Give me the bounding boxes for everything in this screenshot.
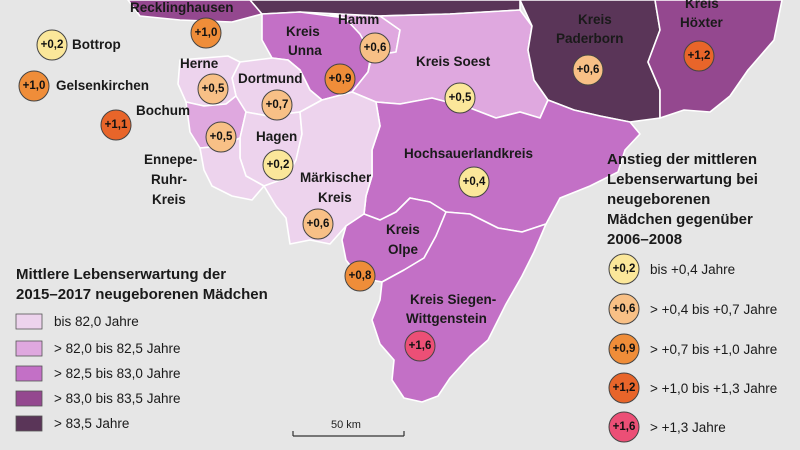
bubble-paderborn: +0,6 — [572, 54, 604, 86]
label-bottrop: Bottrop — [72, 37, 121, 52]
legend-right-title-1: Anstieg der mittleren — [607, 151, 757, 168]
label-bochum: Bochum — [136, 103, 190, 118]
legend-bubble-4-value: +1,2 — [613, 382, 636, 394]
bubble-recklinghausen: +1,0 — [190, 17, 222, 49]
label-unna-2: Unna — [288, 43, 322, 58]
legend-bubble-3 — [608, 333, 640, 365]
bubble-siegen: +1,6 — [404, 330, 436, 362]
value-hochsauerland: +0,4 — [463, 176, 486, 188]
value-paderborn: +0,6 — [577, 64, 600, 76]
legend-swatch-3 — [15, 365, 43, 382]
label-olpe-2: Olpe — [388, 242, 418, 257]
label-hagen: Hagen — [256, 129, 297, 144]
legend-increase: Anstieg der mittleren Lebenserwartung be… — [607, 151, 777, 443]
legend-bubble-2-value: +0,6 — [613, 303, 636, 315]
label-hoexter-2: Höxter — [680, 15, 724, 30]
legend-right-title-5: 2006–2008 — [607, 231, 682, 248]
bubble-gelsenkirchen: +1,0 — [18, 70, 50, 102]
value-bottrop: +0,2 — [41, 39, 64, 51]
legend-bubble-1 — [608, 253, 640, 285]
label-ennepe-1: Ennepe- — [144, 152, 197, 167]
legend-right-title-4: Mädchen gegenüber — [607, 211, 753, 228]
value-olpe: +0,8 — [349, 270, 372, 282]
legend-left-item-2: > 82,0 bis 82,5 Jahre — [54, 341, 180, 356]
legend-left-item-5: > 83,5 Jahre — [54, 416, 129, 431]
bubble-maerkischer: +0,6 — [302, 208, 334, 240]
legend-swatch-1 — [15, 313, 43, 330]
label-unna-1: Kreis — [286, 24, 320, 39]
legend-left-title-2: 2015–2017 neugeborenen Mädchen — [16, 286, 268, 303]
label-hamm: Hamm — [338, 12, 379, 27]
bubble-herne: +0,5 — [197, 73, 229, 105]
value-maerkischer: +0,6 — [307, 218, 330, 230]
legend-right-item-2: > +0,4 bis +0,7 Jahre — [650, 302, 777, 317]
label-ennepe-2: Ruhr- — [151, 172, 187, 187]
bubble-unna: +0,9 — [324, 63, 356, 95]
legend-bubble-5 — [608, 411, 640, 443]
legend-right-item-3: > +0,7 bis +1,0 Jahre — [650, 342, 777, 357]
label-soest: Kreis Soest — [416, 54, 491, 69]
value-hamm: +0,6 — [364, 42, 387, 54]
legend-swatch-5 — [15, 415, 43, 432]
label-hochsauerland: Hochsauerlandkreis — [404, 146, 533, 161]
value-unna: +0,9 — [329, 73, 352, 85]
value-bochum-south: +0,5 — [210, 131, 233, 143]
bubble-hoexter: +1,2 — [683, 40, 715, 72]
label-herne: Herne — [180, 56, 219, 71]
label-ennepe-3: Kreis — [152, 192, 186, 207]
legend-right-title-3: neugeborenen — [607, 191, 710, 208]
district-hoexter — [647, 0, 783, 119]
legend-bubble-5-value: +1,6 — [613, 421, 636, 433]
legend-left-title-1: Mittlere Lebenserwartung der — [16, 266, 226, 283]
value-siegen: +1,6 — [409, 340, 432, 352]
legend-left-item-3: > 82,5 bis 83,0 Jahre — [54, 366, 180, 381]
label-recklinghausen: Recklinghausen — [130, 0, 234, 15]
value-recklinghausen: +1,0 — [195, 27, 218, 39]
label-dortmund: Dortmund — [238, 71, 303, 86]
label-olpe-1: Kreis — [386, 222, 420, 237]
value-bochum: +1,1 — [105, 119, 128, 131]
value-soest: +0,5 — [449, 92, 472, 104]
scale-bar-label: 50 km — [331, 419, 361, 431]
district-recklinghausen — [127, 0, 263, 23]
legend-right-item-1: bis +0,4 Jahre — [650, 262, 735, 277]
label-siegen-2: Wittgenstein — [406, 311, 487, 326]
legend-left-item-4: > 83,0 bis 83,5 Jahre — [54, 391, 180, 406]
value-hagen: +0,2 — [267, 159, 290, 171]
legend-bubble-2 — [608, 293, 640, 325]
legend-left-item-1: bis 82,0 Jahre — [54, 314, 139, 329]
value-gelsenkirchen: +1,0 — [23, 80, 46, 92]
bubble-bottrop: +0,2 — [36, 29, 68, 61]
label-paderborn-2: Paderborn — [556, 31, 624, 46]
bubble-soest: +0,5 — [444, 82, 476, 114]
label-gelsenkirchen: Gelsenkirchen — [56, 78, 149, 93]
legend-bubble-1-value: +0,2 — [613, 263, 636, 275]
label-maerkischer-2: Kreis — [318, 190, 352, 205]
bubble-bochum-south: +0,5 — [205, 121, 237, 153]
bubble-bochum: +1,1 — [100, 109, 132, 141]
bubble-hamm: +0,6 — [359, 32, 391, 64]
value-dortmund: +0,7 — [266, 99, 289, 111]
value-herne: +0,5 — [202, 83, 225, 95]
bubble-olpe: +0,8 — [344, 260, 376, 292]
legend-right-title-2: Lebenserwartung bei — [607, 171, 758, 188]
bubble-dortmund: +0,7 — [261, 89, 293, 121]
legend-bubble-3-value: +0,9 — [613, 343, 636, 355]
label-hoexter-1: Kreis — [685, 0, 719, 11]
legend-right-item-5: > +1,3 Jahre — [650, 420, 726, 435]
legend-right-item-4: > +1,0 bis +1,3 Jahre — [650, 381, 777, 396]
legend-swatch-2 — [15, 340, 43, 357]
legend-bubble-4 — [608, 372, 640, 404]
legend-life-expectancy: Mittlere Lebenserwartung der 2015–2017 n… — [15, 266, 268, 432]
value-hoexter: +1,2 — [688, 50, 711, 62]
bubble-hochsauerland: +0,4 — [458, 166, 490, 198]
bubble-hagen: +0,2 — [262, 149, 294, 181]
scale-bar: 50 km — [292, 419, 405, 437]
label-siegen-1: Kreis Siegen- — [410, 292, 496, 307]
legend-swatch-4 — [15, 390, 43, 407]
label-paderborn-1: Kreis — [578, 12, 612, 27]
label-maerkischer-1: Märkischer — [300, 170, 372, 185]
